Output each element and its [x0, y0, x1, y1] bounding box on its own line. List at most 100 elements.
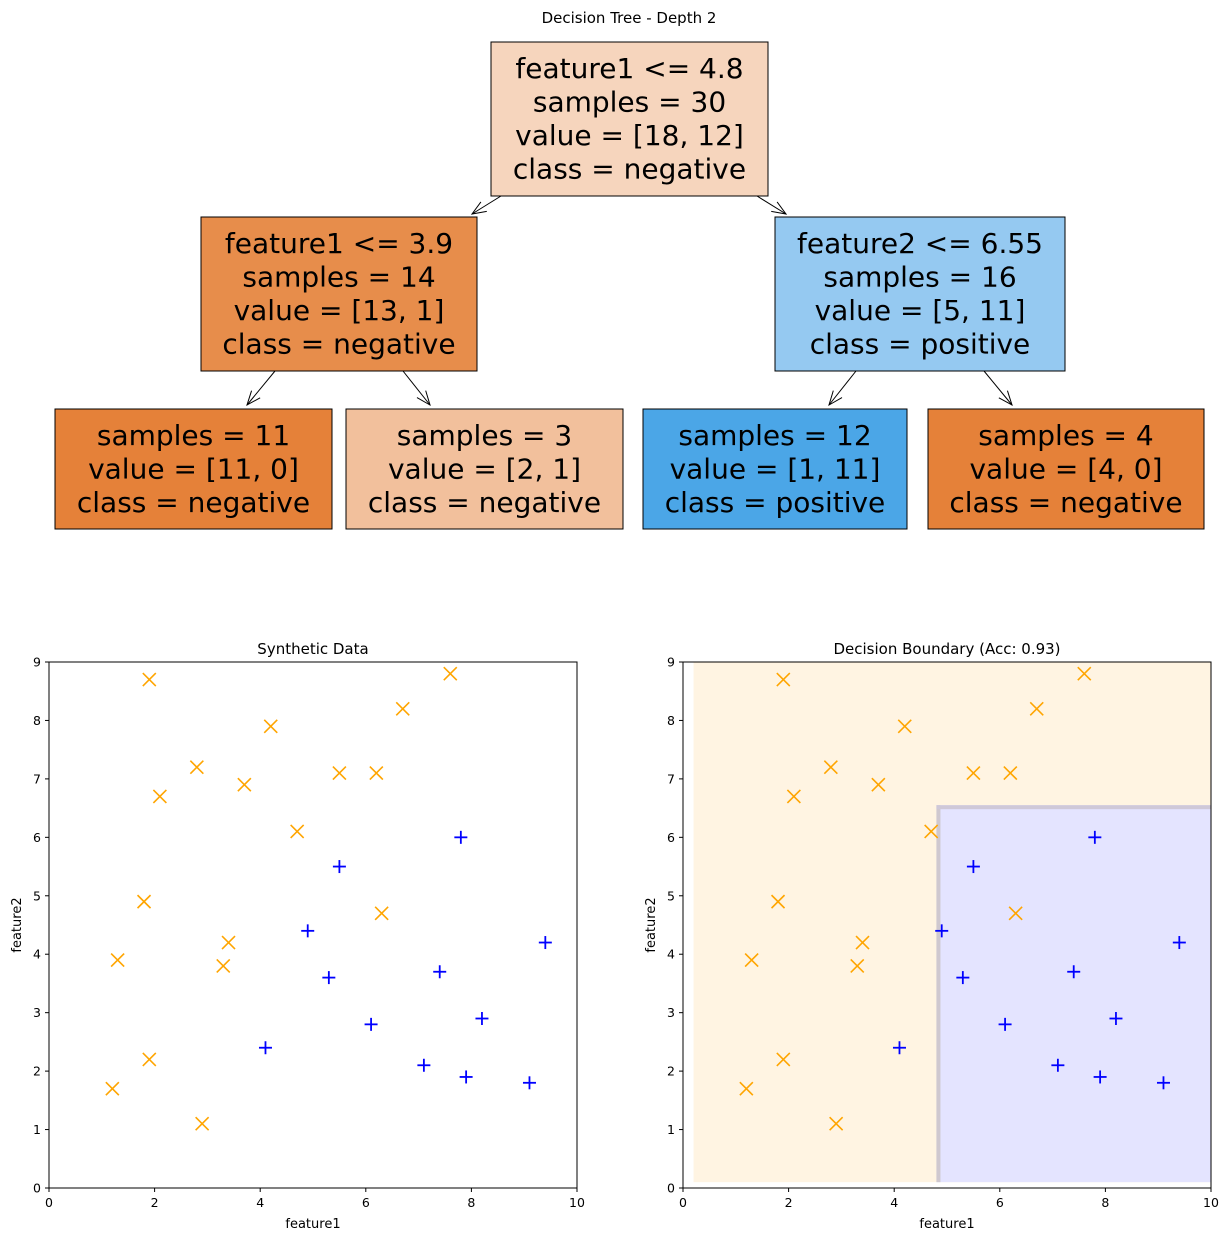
y-tick-label: 9 — [667, 655, 675, 670]
tree-edge-arrowhead — [771, 201, 788, 215]
axes-frame — [682, 661, 1212, 1189]
tree-node-box — [490, 41, 769, 197]
x-tick-label: 8 — [467, 1195, 475, 1210]
y-tick-label: 5 — [33, 888, 41, 903]
point-plus-marker — [998, 1017, 1012, 1031]
point-x-marker — [786, 789, 801, 804]
point-x-marker — [374, 906, 389, 921]
point-x-marker — [823, 760, 838, 775]
point-x-marker — [871, 777, 886, 792]
point-x-stroke — [136, 894, 152, 909]
tree-node-line: class = positive — [665, 486, 886, 519]
x-tick-label: 4 — [890, 1195, 898, 1210]
tree-edge-line — [983, 370, 1013, 406]
point-x-marker — [216, 958, 231, 973]
y-tick-label: 7 — [33, 771, 41, 786]
x-tick-label: 10 — [569, 1195, 585, 1210]
point-plus-marker — [454, 830, 468, 844]
tree-node-line: value = [5, 11] — [815, 294, 1026, 327]
y-tick-label: 0 — [33, 1181, 41, 1196]
tree-node-box — [54, 408, 333, 530]
point-x-stroke — [395, 701, 410, 716]
point-x-stroke — [237, 777, 252, 792]
point-x-stroke — [332, 765, 347, 781]
y-tick-label: 0 — [667, 1181, 675, 1196]
point-x-stroke — [829, 1116, 844, 1131]
boundary-edge-horizontal — [936, 805, 1211, 810]
point-plus-marker — [956, 971, 970, 985]
point-x-marker — [110, 953, 125, 968]
tree-node-line: samples = 4 — [978, 419, 1153, 452]
point-x-stroke — [369, 765, 384, 781]
point-x-stroke — [966, 765, 981, 781]
y-tick-label: 7 — [667, 771, 675, 786]
point-x-stroke — [263, 719, 278, 734]
x-tick-label: 6 — [362, 1195, 370, 1210]
y-tick-label: 6 — [667, 830, 675, 845]
tree-edge-root-left — [470, 195, 502, 215]
point-x-stroke — [290, 824, 305, 839]
point-x-marker — [263, 719, 278, 734]
point-plus-marker — [322, 971, 336, 985]
tree-edge-root-right — [756, 195, 788, 215]
axes-frame — [48, 661, 578, 1189]
point-plus-marker — [1156, 1076, 1170, 1090]
point-plus-marker — [1088, 830, 1102, 844]
point-plus-marker — [301, 924, 315, 938]
point-x-marker — [829, 1116, 844, 1131]
tree-node-box — [345, 408, 624, 530]
tree-edge-right-leaf-rl — [828, 370, 857, 407]
tree-node-line: feature1 <= 4.8 — [515, 52, 743, 85]
point-x-stroke — [110, 953, 125, 968]
point-plus-marker — [475, 1012, 489, 1026]
point-x-stroke — [823, 760, 838, 775]
point-x-stroke — [850, 958, 865, 973]
y-tick-label: 4 — [33, 947, 41, 962]
point-x-marker — [221, 935, 236, 950]
y-tick-label: 9 — [33, 655, 41, 670]
tree-node-box — [927, 408, 1205, 530]
point-x-stroke — [776, 672, 791, 687]
x-axis-label: feature1 — [285, 1217, 340, 1232]
point-plus-marker — [892, 1041, 906, 1055]
plot-title: Synthetic Data — [257, 640, 368, 658]
tree-edge-line — [246, 370, 276, 406]
tree-node-line: value = [11, 0] — [88, 452, 299, 485]
tree-edge-line — [402, 370, 431, 406]
point-x-marker — [897, 719, 912, 734]
point-x-marker — [744, 953, 759, 968]
y-tick-label: 5 — [667, 888, 675, 903]
point-x-stroke — [1077, 666, 1092, 681]
y-tick-label: 8 — [667, 713, 675, 728]
point-x-stroke — [1003, 765, 1018, 781]
point-x-marker — [136, 894, 152, 909]
point-x-marker — [237, 777, 252, 792]
point-x-stroke — [1029, 701, 1044, 716]
tree-node-line: class = negative — [222, 328, 455, 361]
x-tick-label: 0 — [45, 1195, 53, 1210]
y-tick-label: 3 — [667, 1005, 675, 1020]
tree-node-box — [200, 216, 478, 372]
plots: 0 2 4 6 8 100123456789feature1feature2Synthet… — [10, 640, 1219, 1232]
point-x-marker — [1003, 765, 1018, 781]
point-x-marker — [290, 824, 305, 839]
tree-node-line: value = [13, 1] — [234, 294, 445, 327]
point-x-marker — [142, 672, 157, 687]
point-plus-marker — [966, 860, 980, 874]
tree-edge-left-leaf-lr — [402, 370, 431, 407]
y-tick-label: 1 — [33, 1122, 41, 1137]
point-x-marker — [152, 789, 167, 804]
tree-node-line: value = [4, 0] — [969, 452, 1162, 485]
tree-node-line: class = negative — [949, 486, 1182, 519]
y-tick-label: 2 — [667, 1064, 675, 1079]
tree-edge-arrowhead — [998, 390, 1013, 407]
point-plus-marker — [1109, 1012, 1123, 1026]
point-x-marker — [1029, 701, 1044, 716]
tree-node-line: samples = 16 — [823, 261, 1016, 294]
tree-edge-line — [471, 195, 502, 215]
